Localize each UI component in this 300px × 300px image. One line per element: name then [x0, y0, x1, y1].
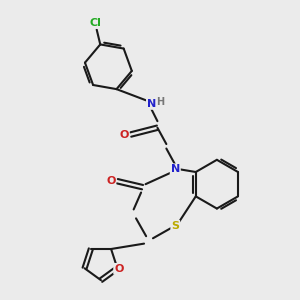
- Text: O: O: [114, 264, 124, 274]
- Text: O: O: [106, 176, 116, 186]
- Text: N: N: [147, 99, 156, 109]
- Text: H: H: [156, 97, 164, 106]
- Text: N: N: [171, 164, 180, 174]
- Text: O: O: [119, 130, 129, 140]
- Text: S: S: [171, 221, 179, 231]
- Text: Cl: Cl: [90, 18, 102, 28]
